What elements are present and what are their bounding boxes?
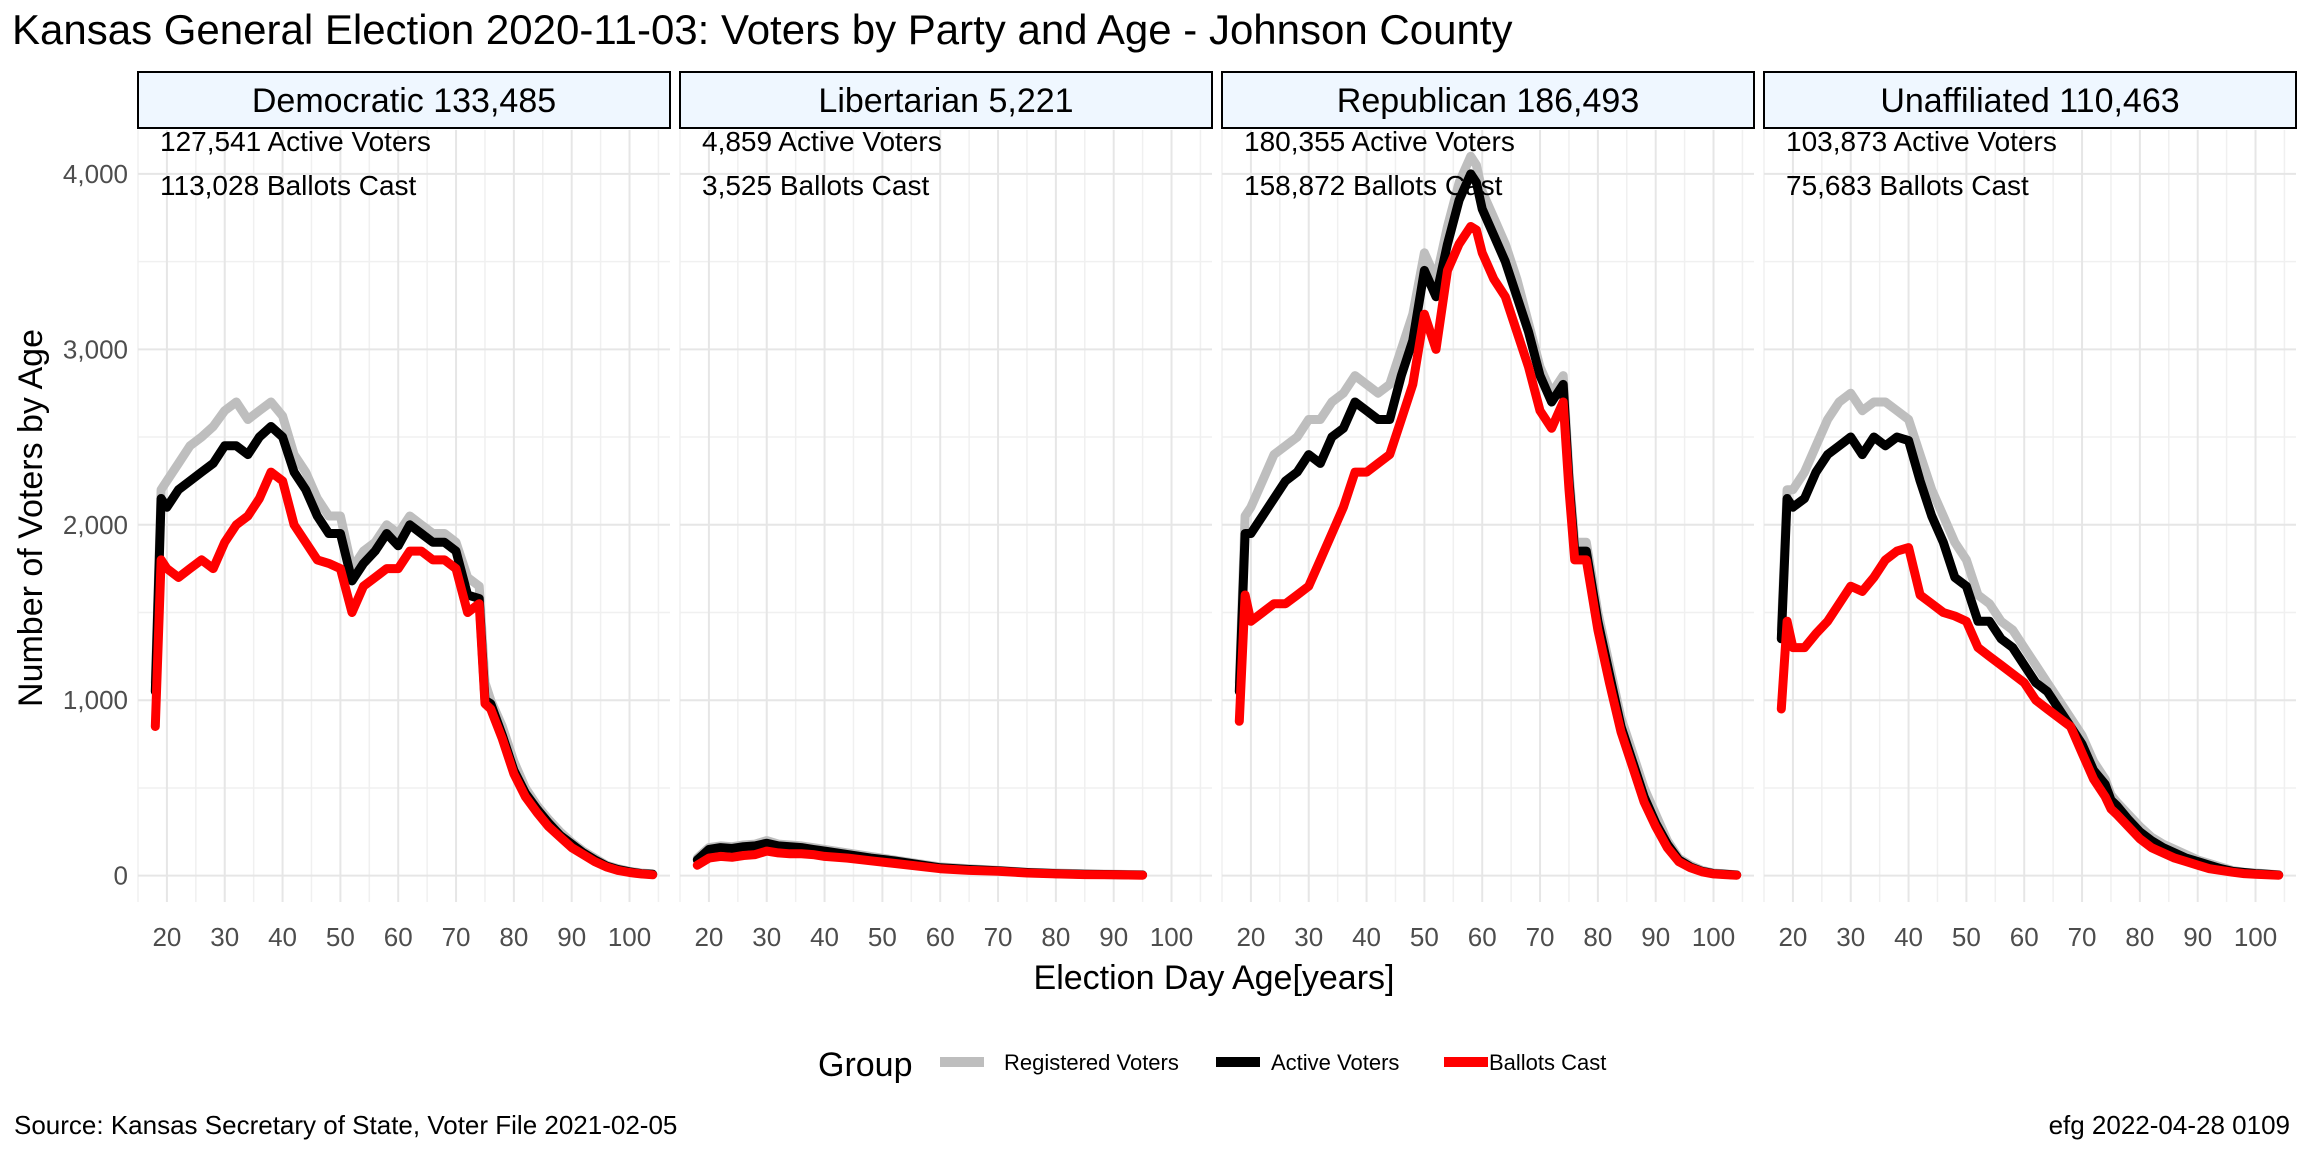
x-tick-label: 100 [1150,922,1193,952]
facet-strip [679,71,1213,129]
x-tick-label: 80 [1041,922,1070,952]
facet-strip-label: Republican 186,493 [1337,82,1639,120]
facet-strip-label: Libertarian 5,221 [818,82,1073,120]
x-tick-label: 40 [268,922,297,952]
y-tick-label: 2,000 [63,510,128,540]
x-tick-label: 90 [1099,922,1128,952]
panel-annotation: 4,859 Active Voters [702,126,942,157]
panel-annotation: 113,028 Ballots Cast [160,170,417,201]
facet-panel: Libertarian 5,221 4,859 Active Voters 3,52… [679,71,1213,952]
legend-title: Group [818,1046,913,1084]
facet-strip [1221,71,1755,129]
series-line [1776,543,2284,880]
x-tick-label: 20 [152,922,181,952]
y-tick-label: 3,000 [63,334,128,364]
x-tick-label: 80 [1583,922,1612,952]
panel-annotation: 103,873 Active Voters [1786,126,2057,157]
facet-strip [137,71,671,129]
x-tick-label: 100 [2234,922,2277,952]
x-tick-label: 60 [926,922,955,952]
x-tick-label: 20 [1236,922,1265,952]
panel-annotation: 127,541 Active Voters [160,126,431,157]
facet-panel: Unaffiliated 110,463 103,873 Active Voter… [1763,71,2297,952]
x-tick-label: 30 [1294,922,1323,952]
source-caption: Source: Kansas Secretary of State, Voter… [14,1110,677,1140]
series-line [150,422,658,879]
facet-strip-label: Unaffiliated 110,463 [1880,82,2179,120]
x-tick-label: 70 [1526,922,1555,952]
y-tick-label: 4,000 [63,159,128,189]
gridlines [1221,130,1754,902]
series-line [692,846,1148,880]
x-tick-label: 90 [1641,922,1670,952]
legend: Group Registered Voters Active Voters Ball… [818,1046,1606,1084]
x-tick-label: 80 [499,922,528,952]
x-tick-label: 70 [2068,922,2097,952]
x-axis-title: Election Day Age[years] [1034,959,1395,997]
y-tick-label: 0 [114,861,128,891]
x-tick-label: 30 [752,922,781,952]
gridlines [137,130,670,902]
x-tick-label: 80 [2125,922,2154,952]
legend-label: Registered Voters [1004,1050,1179,1075]
series-line [1776,388,2284,880]
x-tick-label: 20 [1778,922,1807,952]
gridlines [1763,130,2296,902]
series-line [1234,222,1742,880]
facet-panels: Democratic 133,485 127,541 Active Voters 1… [63,71,2297,952]
x-tick-label: 30 [210,922,239,952]
gridlines [679,130,1212,902]
panel-annotation: 158,872 Ballots Cast [1244,170,1503,201]
x-tick-label: 50 [326,922,355,952]
x-tick-label: 40 [810,922,839,952]
x-tick-label: 30 [1836,922,1865,952]
x-tick-label: 90 [557,922,586,952]
panel-annotation: 3,525 Ballots Cast [702,170,929,201]
x-tick-label: 100 [608,922,651,952]
x-tick-label: 100 [1692,922,1735,952]
facet-strip [1763,71,2297,129]
series-line [150,467,658,880]
facet-panel: Democratic 133,485 127,541 Active Voters 1… [137,71,671,952]
x-tick-label: 70 [984,922,1013,952]
legend-label: Active Voters [1271,1050,1399,1075]
x-tick-label: 50 [868,922,897,952]
chart-title: Kansas General Election 2020-11-03: Vote… [12,6,1512,53]
panel-annotation: 75,683 Ballots Cast [1786,170,2029,201]
timestamp-caption: efg 2022-04-28 0109 [2049,1110,2290,1140]
facet-strip-label: Democratic 133,485 [252,82,556,120]
panel-annotation: 180,355 Active Voters [1244,126,1515,157]
x-tick-label: 90 [2183,922,2212,952]
x-tick-label: 40 [1894,922,1923,952]
facet-panel: Republican 186,493 180,355 Active Voters 1… [1221,71,1755,952]
x-tick-label: 50 [1410,922,1439,952]
series-line [150,397,658,879]
x-tick-label: 20 [694,922,723,952]
y-axis-title: Number of Voters by Age [12,329,50,707]
legend-label: Ballots Cast [1489,1050,1606,1075]
x-tick-label: 60 [384,922,413,952]
x-tick-label: 70 [442,922,471,952]
x-tick-label: 60 [2010,922,2039,952]
x-tick-label: 40 [1352,922,1381,952]
x-tick-label: 50 [1952,922,1981,952]
y-tick-label: 1,000 [63,685,128,715]
x-tick-label: 60 [1468,922,1497,952]
